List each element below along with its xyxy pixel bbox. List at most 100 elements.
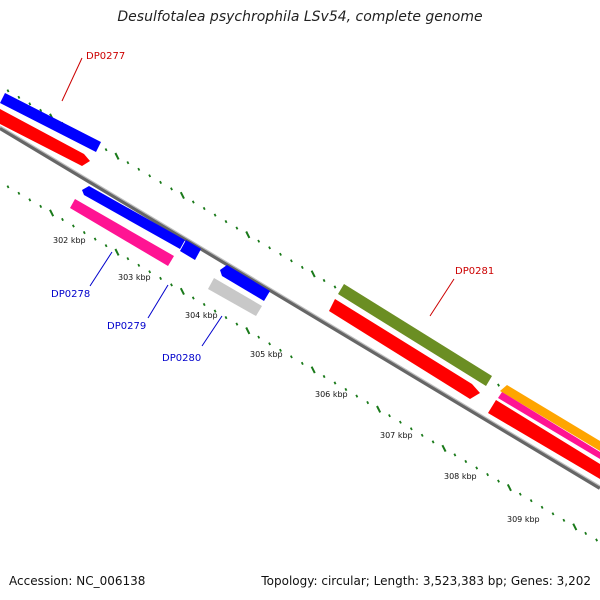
tick-mark-upper: [159, 180, 163, 185]
tick-mark-upper: [235, 226, 239, 230]
tick-mark-lower: [224, 315, 228, 320]
tick-label: 304 kbp: [185, 311, 218, 320]
tick-mark-lower: [464, 459, 468, 464]
tick-mark-lower: [420, 433, 424, 437]
tick-mark-lower: [28, 198, 32, 202]
tick-mark-lower: [388, 414, 391, 418]
gene-orange-block[interactable]: [500, 385, 600, 451]
tick-mark-upper: [268, 246, 272, 250]
tick-mark-upper: [28, 102, 32, 106]
dna-backbone-highlight: [0, 125, 600, 487]
tick-mark-lower: [82, 230, 86, 235]
tick-mark-upper: [497, 383, 500, 387]
tick-mark-lower: [584, 531, 588, 536]
gene-DP0278-tail[interactable]: [180, 240, 201, 260]
tick-mark-lower: [333, 381, 337, 385]
tick-mark-lower: [551, 512, 555, 516]
tick-mark-upper: [104, 148, 108, 152]
gene-label-DP0280[interactable]: DP0280: [162, 353, 201, 364]
tick-mark-lower: [39, 204, 43, 209]
tick-mark-upper: [170, 187, 173, 191]
gene-DP0281-block[interactable]: [338, 284, 492, 386]
tick-mark-lower: [137, 263, 141, 267]
tick-mark-upper: [322, 278, 326, 283]
gene-DP0277-block[interactable]: [0, 93, 101, 152]
gene-DP0280-arrow[interactable]: [220, 265, 270, 301]
topology-text: Topology: circular; Length: 3,523,383 bp…: [261, 574, 591, 588]
tick-mark-lower: [355, 394, 359, 398]
tick-mark-upper: [289, 259, 293, 263]
tick-mark-lower: [572, 523, 578, 531]
tick-mark-lower: [366, 400, 370, 405]
tick-mark-lower: [441, 444, 447, 453]
tick-label: 309 kbp: [507, 515, 540, 524]
tick-mark-upper: [17, 95, 21, 99]
tick-mark-lower: [595, 538, 599, 542]
tick-mark-upper: [137, 167, 141, 171]
tick-mark-lower: [289, 355, 293, 359]
leader-DP0281: [429, 278, 455, 317]
tick-mark-upper: [114, 152, 120, 160]
tick-mark-lower: [170, 283, 173, 287]
gene-label-DP0281[interactable]: DP0281: [455, 266, 494, 277]
tick-mark-lower: [398, 420, 402, 424]
tick-mark-lower: [245, 327, 251, 335]
accession-text: Accession: NC_006138: [9, 574, 146, 588]
tick-mark-lower: [486, 472, 490, 477]
tick-label: 303 kbp: [118, 273, 151, 282]
tick-mark-upper: [333, 285, 337, 289]
tick-mark-lower: [409, 427, 413, 431]
gene-pink-block-right[interactable]: [498, 392, 600, 459]
tick-mark-lower: [562, 518, 566, 522]
tick-mark-upper: [279, 252, 282, 256]
tick-mark-lower: [93, 237, 97, 241]
tick-mark-lower: [431, 440, 435, 444]
tick-mark-lower: [17, 191, 21, 195]
tick-mark-lower: [279, 348, 282, 352]
gene-label-DP0278[interactable]: DP0278: [51, 289, 90, 300]
tick-mark-lower: [213, 309, 217, 313]
tick-mark-upper: [300, 265, 304, 270]
tick-mark-lower: [257, 335, 261, 339]
tick-mark-upper: [213, 213, 217, 217]
tick-mark-upper: [39, 108, 43, 113]
gene-red-block-right[interactable]: [488, 400, 600, 479]
tick-label: 307 kbp: [380, 431, 413, 440]
tick-mark-lower: [497, 479, 500, 483]
gene-DP0278-arrow[interactable]: [82, 186, 185, 249]
tick-mark-lower: [529, 499, 533, 503]
tick-mark-lower: [518, 492, 522, 496]
tick-mark-lower: [114, 248, 120, 256]
tick-mark-upper: [310, 270, 316, 278]
tick-rows: [6, 89, 599, 542]
tick-label: 306 kbp: [315, 390, 348, 399]
tick-mark-upper: [224, 219, 228, 224]
gene-DP0279-block[interactable]: [70, 199, 174, 266]
tick-mark-lower: [6, 185, 10, 189]
gene-label-DP0277[interactable]: DP0277: [86, 51, 125, 62]
tick-mark-lower: [506, 483, 512, 492]
tick-mark-lower: [191, 296, 195, 300]
tick-mark-upper: [191, 200, 195, 204]
tick-mark-lower: [126, 257, 130, 261]
gene-DP0277-arrow[interactable]: [0, 109, 90, 166]
tick-label: 308 kbp: [444, 472, 477, 481]
leader-DP0277: [61, 57, 83, 102]
tick-mark-lower: [49, 209, 55, 217]
tick-mark-lower: [310, 366, 316, 374]
tick-mark-upper: [257, 239, 261, 243]
tick-mark-lower: [159, 276, 163, 281]
gene-DP0281-arrow[interactable]: [329, 299, 480, 399]
gene-grey-block[interactable]: [208, 278, 262, 316]
tick-mark-upper: [148, 174, 152, 178]
leader-DP0280: [201, 315, 223, 347]
leader-DP0279: [147, 284, 169, 319]
tick-mark-lower: [71, 224, 75, 228]
tick-mark-lower: [540, 505, 544, 509]
tick-mark-lower: [104, 244, 108, 248]
tick-mark-upper: [126, 161, 130, 165]
tick-mark-lower: [344, 387, 348, 392]
tick-mark-lower: [148, 270, 152, 274]
gene-label-DP0279[interactable]: DP0279: [107, 321, 146, 332]
